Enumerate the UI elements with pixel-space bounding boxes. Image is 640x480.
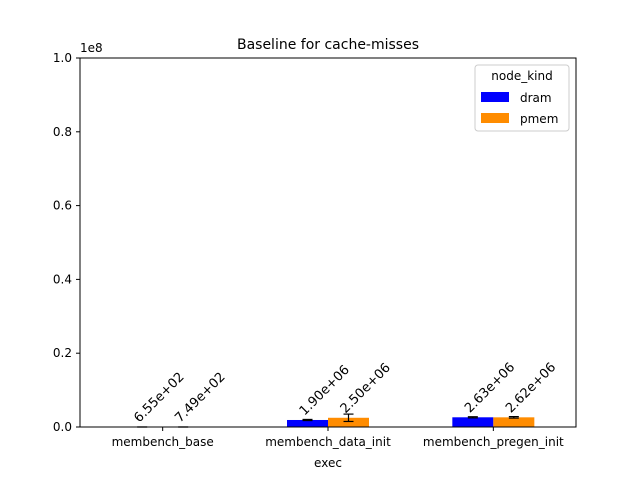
legend-label-pmem: pmem: [520, 112, 558, 126]
bar-dram-membench_data_init: [287, 419, 328, 427]
y-tick-label: 0.8: [53, 125, 72, 139]
y-tick-label: 1.0: [53, 51, 72, 65]
axes-layer: 0.0 0.2 0.4 0.6 0.8 1.0 membench_base membench_…: [53, 51, 577, 449]
y-tick-label: 0.0: [53, 420, 72, 434]
y-tick-label: 0.6: [53, 199, 72, 213]
y-scale-label: 1e8: [80, 41, 103, 55]
y-tick-label: 0.2: [53, 346, 72, 360]
x-axis-label: exec: [314, 456, 342, 470]
bar-pmem-membench_data_init: [328, 417, 369, 427]
x-tick-label: membench_base: [112, 435, 214, 449]
legend: node_kind dram pmem: [474, 64, 570, 132]
bar-labels-layer: 6.55e+02 1.90e+06 2.63e+067.49e+02 2.50e+06…: [131, 360, 559, 426]
chart-title: Baseline for cache-misses: [237, 37, 419, 53]
bar-pmem-membench_pregen_init: [493, 417, 535, 427]
legend-swatch-pmem: [481, 113, 509, 123]
legend-label-dram: dram: [520, 91, 552, 105]
x-tick-label: membench_data_init: [265, 435, 391, 449]
legend-swatch-dram: [481, 92, 509, 102]
legend-title: node_kind: [491, 69, 552, 83]
y-tick-label: 0.4: [53, 272, 72, 286]
bar-dram-membench_pregen_init: [452, 417, 494, 427]
x-tick-label: membench_pregen_init: [423, 435, 564, 449]
